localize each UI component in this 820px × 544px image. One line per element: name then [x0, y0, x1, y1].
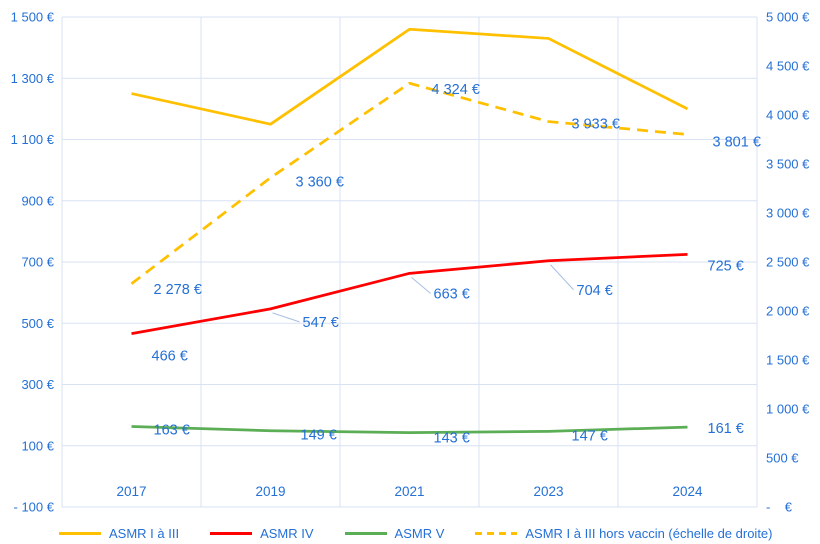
left-axis-tick-label: 500 €	[21, 316, 54, 331]
data-label: 2 278 €	[154, 282, 202, 298]
right-axis-tick-label: 4 500 €	[766, 59, 810, 74]
left-axis-tick-label: 1 100 €	[11, 132, 55, 147]
left-axis-tick-label: - 100 €	[14, 500, 55, 515]
left-axis-tick-label: 100 €	[21, 438, 54, 453]
data-label-leader-line	[550, 264, 574, 291]
left-axis-tick-label: 1 500 €	[11, 10, 55, 25]
plot-area: - 100 € 100 € 300 € 500 € 700 € 900 € 1 100 € 1…	[11, 10, 811, 515]
data-label: 725 €	[708, 258, 744, 274]
data-label: 149 €	[301, 428, 337, 444]
legend-item-asmr-iv: ASMR IV	[209, 526, 314, 541]
solid-line-swatch-icon	[210, 532, 253, 535]
series-line-4	[130, 81, 688, 285]
data-label-leader-line	[411, 276, 431, 294]
series-line-1	[131, 27, 689, 126]
x-axis-category-label: 2019	[255, 484, 285, 499]
right-axis-tick-label: 4 000 €	[766, 108, 810, 123]
right-axis-tick-label: 2 000 €	[766, 304, 810, 319]
data-label: 143 €	[434, 431, 470, 447]
data-label: 147 €	[572, 428, 608, 444]
data-label: 4 324 €	[432, 82, 480, 98]
legend-item-asmr-i-iii: ASMR I à III	[58, 526, 179, 541]
x-axis-category-label: 2023	[533, 484, 563, 499]
data-label: 663 €	[434, 286, 470, 302]
data-label-leader-line	[272, 312, 300, 323]
x-axis-category-label: 2017	[116, 484, 146, 499]
legend-label: ASMR I à III	[109, 526, 180, 541]
solid-line-swatch-icon	[59, 532, 101, 535]
data-label: 3 933 €	[572, 117, 620, 133]
solid-line-swatch-icon	[344, 532, 387, 535]
legend-item-asmr-i-iii-hors-vaccin: ASMR I à III hors vaccin (échelle de dro…	[474, 526, 773, 541]
right-axis-tick-label: - €	[766, 500, 793, 515]
left-axis-tick-label: 700 €	[21, 255, 54, 270]
chart-legend: ASMR I à III ASMR IV ASMR V ASMR I à III…	[58, 526, 773, 541]
series-line-3	[131, 425, 688, 434]
x-axis-category-label: 2024	[672, 484, 703, 499]
right-axis-tick-label: 3 500 €	[766, 157, 810, 172]
series-line-2	[131, 252, 688, 336]
data-label: 3 360 €	[296, 175, 344, 191]
x-axis-category-label: 2021	[394, 484, 424, 499]
dashed-line-swatch-icon	[475, 532, 518, 535]
data-label: 704 €	[577, 283, 613, 299]
data-label: 3 801 €	[713, 135, 761, 151]
data-label: 547 €	[303, 315, 339, 331]
right-axis-tick-label: 1 500 €	[766, 353, 810, 368]
right-axis-tick-label: 3 000 €	[766, 206, 810, 221]
right-axis-tick-label: 500 €	[766, 451, 799, 466]
data-label: 466 €	[152, 349, 188, 365]
data-label: 163 €	[154, 422, 190, 438]
right-axis-tick-label: 5 000 €	[766, 10, 810, 25]
left-axis-tick-label: 300 €	[21, 377, 54, 392]
data-label: 161 €	[708, 421, 744, 437]
legend-label: ASMR I à III hors vaccin (échelle de dro…	[525, 526, 773, 541]
right-axis-tick-label: 1 000 €	[766, 402, 810, 417]
right-axis-tick-label: 2 500 €	[766, 255, 810, 270]
left-axis-tick-label: 1 300 €	[11, 71, 55, 86]
legend-label: ASMR V	[394, 526, 445, 541]
legend-label: ASMR IV	[260, 526, 314, 541]
legend-item-asmr-v: ASMR V	[344, 526, 445, 541]
left-axis-tick-label: 900 €	[21, 193, 54, 208]
